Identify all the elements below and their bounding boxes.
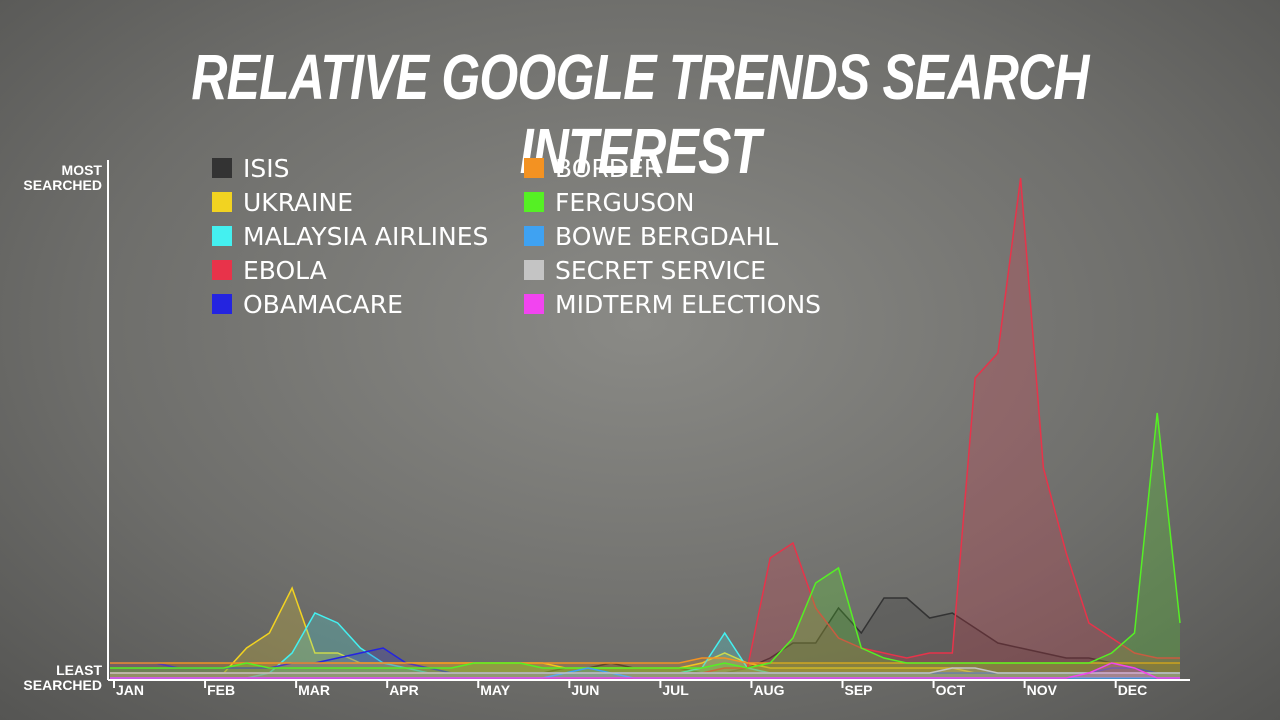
legend-item: BOWE BERGDAHL	[524, 221, 844, 251]
line	[110, 667, 1180, 674]
legend-label: OBAMACARE	[243, 289, 403, 319]
legend-swatch	[524, 192, 544, 212]
y-tick-label: MOST SEARCHED	[23, 162, 102, 193]
legend-swatch	[212, 260, 232, 280]
line	[110, 412, 1181, 669]
line	[110, 662, 1180, 679]
legend-item: UKRAINE	[212, 187, 524, 217]
x-tick-label: DEC	[1118, 682, 1148, 698]
legend-item: ISIS	[212, 153, 524, 183]
legend-swatch	[212, 294, 232, 314]
legend-swatch	[212, 158, 232, 178]
legend-swatch	[524, 294, 544, 314]
legend-item: BORDER	[524, 153, 844, 183]
x-tick-label: APR	[389, 682, 419, 698]
x-tick-label: FEB	[207, 682, 235, 698]
x-tick-label: JUN	[571, 682, 599, 698]
legend-label: EBOLA	[243, 255, 327, 285]
legend-label: ISIS	[243, 153, 290, 183]
y-tick-label: LEAST SEARCHED	[23, 662, 102, 693]
legend-swatch	[524, 260, 544, 280]
x-tick-label: MAY	[480, 682, 510, 698]
legend-item: MIDTERM ELECTIONS	[524, 289, 844, 319]
legend-swatch	[212, 192, 232, 212]
area	[110, 648, 1180, 678]
x-tick-label: NOV	[1027, 682, 1058, 698]
x-tick-label: MAR	[298, 682, 330, 698]
legend-label: BORDER	[555, 153, 662, 183]
legend-label: MALAYSIA AIRLINES	[243, 221, 489, 251]
legend-label: UKRAINE	[243, 187, 354, 217]
legend-item: FERGUSON	[524, 187, 844, 217]
legend-item: OBAMACARE	[212, 289, 524, 319]
legend-swatch	[524, 158, 544, 178]
x-tick-label: JUL	[662, 682, 689, 698]
x-tick-label: SEP	[845, 682, 873, 698]
area	[110, 613, 1180, 678]
legend-label: SECRET SERVICE	[555, 255, 766, 285]
chart-title: RELATIVE GOOGLE TRENDS SEARCH INTEREST	[191, 41, 1089, 187]
legend-item: EBOLA	[212, 255, 524, 285]
legend-label: FERGUSON	[555, 187, 695, 217]
legend-item: SECRET SERVICE	[524, 255, 844, 285]
area	[110, 178, 1180, 678]
legend: ISIS BORDER UKRAINE FERGUSON MALAYSIA AIRLIN…	[212, 153, 844, 319]
x-tick-label: JAN	[116, 682, 144, 698]
legend-swatch	[524, 226, 544, 246]
legend-swatch	[212, 226, 232, 246]
x-tick-label: AUG	[753, 682, 784, 698]
legend-label: BOWE BERGDAHL	[555, 221, 779, 251]
area	[110, 598, 1180, 678]
legend-label: MIDTERM ELECTIONS	[555, 289, 822, 319]
x-tick-label: OCT	[936, 682, 966, 698]
legend-item: MALAYSIA AIRLINES	[212, 221, 524, 251]
